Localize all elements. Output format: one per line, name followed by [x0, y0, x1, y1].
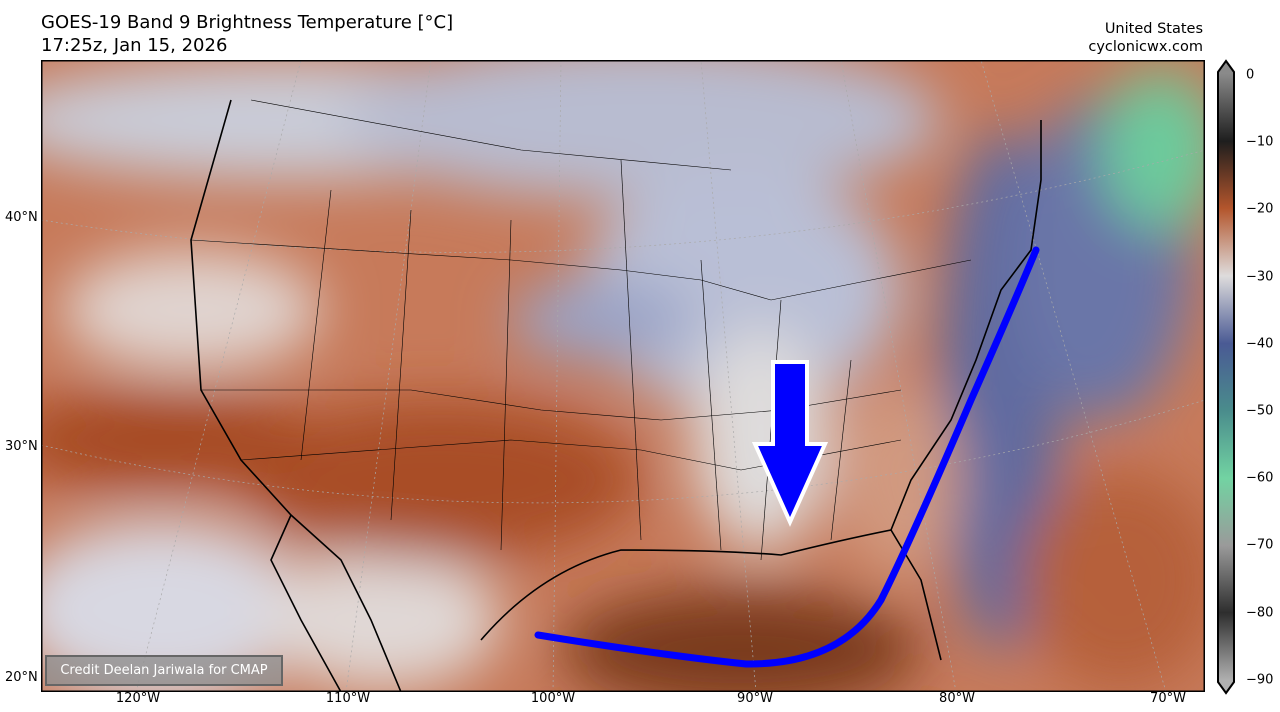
- colorbar-tick-label: −40: [1246, 336, 1274, 352]
- lon-label: 100°W: [530, 691, 576, 706]
- colorbar-tick-label: −60: [1246, 470, 1274, 486]
- lon-label: 70°W: [1150, 691, 1186, 706]
- colorbar-tick-label: −90: [1246, 672, 1274, 688]
- lat-label: 30°N: [5, 439, 38, 454]
- colorbar-tick-label: −80: [1246, 605, 1274, 621]
- colorbar-tick-label: −20: [1246, 201, 1274, 217]
- region-label: United States: [1104, 21, 1203, 37]
- lon-label: 120°W: [115, 691, 161, 706]
- lon-label: 110°W: [325, 691, 371, 706]
- lat-label: 40°N: [5, 210, 38, 225]
- lon-label: 90°W: [737, 691, 773, 706]
- site-label: cyclonicwx.com: [1088, 39, 1203, 55]
- credit-box: Credit Deelan Jariwala for CMAP: [45, 655, 283, 686]
- chart-title: GOES-19 Band 9 Brightness Temperature [°…: [41, 12, 454, 33]
- colorbar-tick-label: −70: [1246, 537, 1274, 553]
- down-arrow-icon: [751, 360, 829, 527]
- colorbar: [1217, 59, 1235, 695]
- colorbar-tick-label: 0: [1246, 67, 1255, 83]
- colorbar-tick-label: −10: [1246, 134, 1274, 150]
- jet-stream-curve: [534, 246, 1040, 668]
- colorbar-tick-label: −50: [1246, 403, 1274, 419]
- satellite-map: [41, 60, 1205, 692]
- lon-label: 80°W: [939, 691, 975, 706]
- colorbar-tick-label: −30: [1246, 269, 1274, 285]
- timestamp: 17:25z, Jan 15, 2026: [41, 35, 228, 56]
- lat-label: 20°N: [5, 670, 38, 685]
